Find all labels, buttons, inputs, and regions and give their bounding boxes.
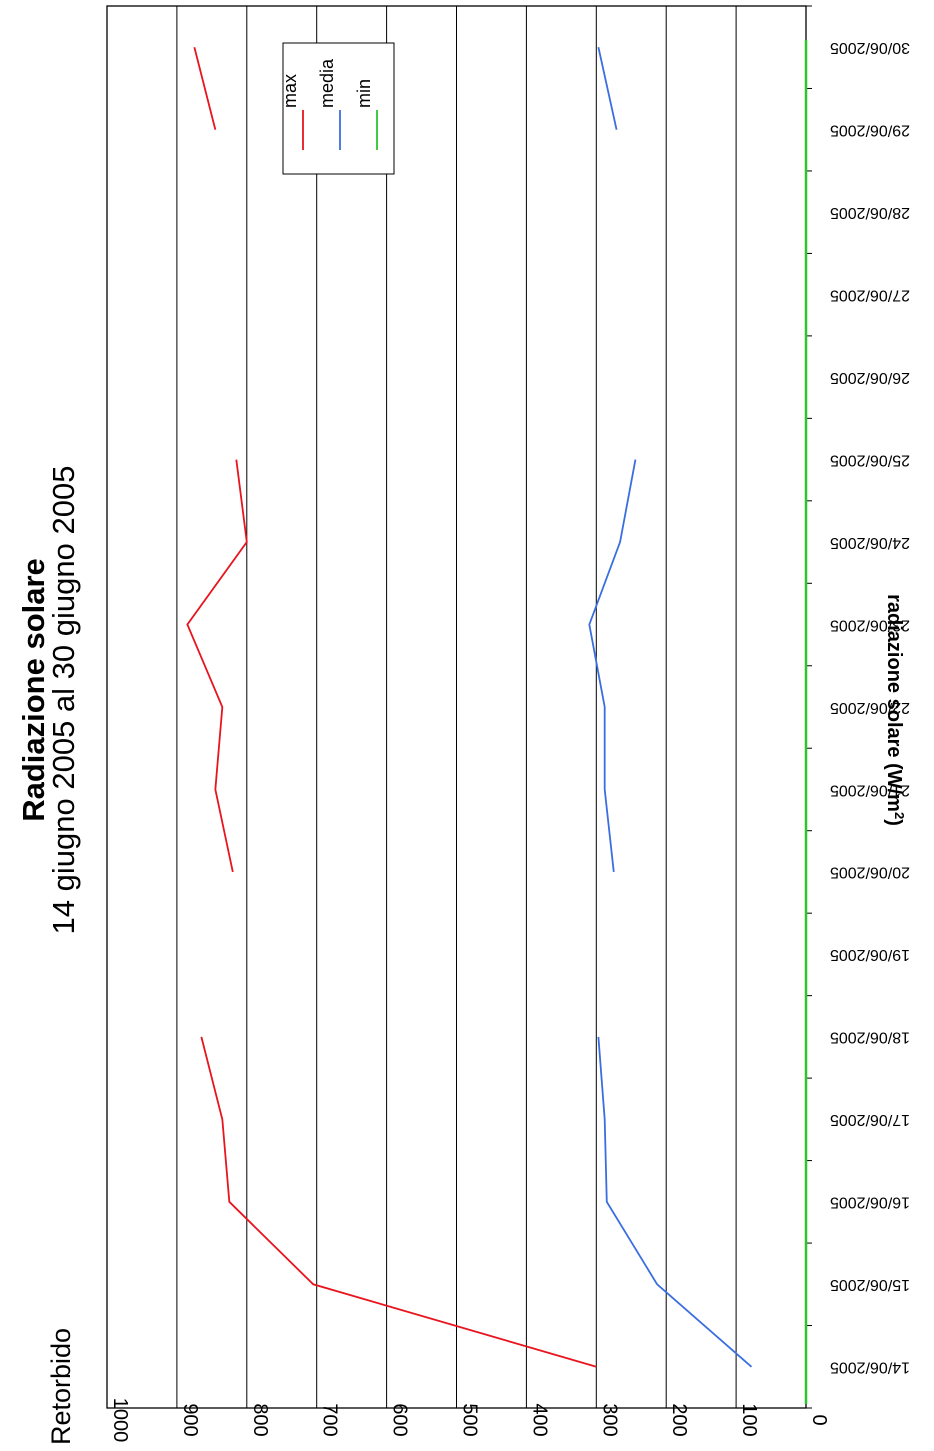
series-line-max bbox=[186, 459, 248, 873]
series-line-max bbox=[193, 47, 217, 130]
series-lines bbox=[186, 40, 808, 1404]
y-tick-label: 500 bbox=[459, 1403, 481, 1436]
series-line-media bbox=[597, 1036, 753, 1368]
y-tick-label: 0 bbox=[808, 1414, 830, 1425]
y-tick-label: 600 bbox=[389, 1403, 411, 1436]
x-tick-label: 22/06/2005 bbox=[830, 699, 910, 716]
series-line-max bbox=[200, 1036, 597, 1368]
y-tick-label: 300 bbox=[598, 1403, 620, 1436]
gridlines bbox=[176, 6, 737, 1408]
y-tick-label: 400 bbox=[528, 1403, 550, 1436]
y-axis-title: radiazione solare (W/m2) bbox=[883, 594, 907, 826]
x-tick-label: 14/06/2005 bbox=[830, 1359, 910, 1376]
y-tick-label: 700 bbox=[319, 1403, 341, 1436]
series-max bbox=[186, 47, 597, 1368]
x-tick-label: 27/06/2005 bbox=[830, 286, 910, 303]
x-tick-label: 26/06/2005 bbox=[830, 369, 910, 386]
x-tick-label: 21/06/2005 bbox=[830, 781, 910, 798]
x-tick-label: 25/06/2005 bbox=[830, 451, 910, 468]
x-tick-label: 23/06/2005 bbox=[830, 616, 910, 633]
legend: max media min bbox=[280, 42, 395, 175]
y-tick-labels: 0 100 200 300 400 500 600 700 800 900 1000 bbox=[109, 1398, 830, 1443]
x-tick-label: 28/06/2005 bbox=[830, 204, 910, 221]
plot-area bbox=[106, 5, 812, 1409]
x-tick-labels: 14/06/2005 15/06/2005 16/06/2005 17/06/2005… bbox=[830, 39, 910, 1376]
x-tick-label: 24/06/2005 bbox=[830, 534, 910, 551]
y-tick-label: 900 bbox=[179, 1403, 201, 1436]
series-media bbox=[588, 47, 753, 1368]
x-tick-label: 15/06/2005 bbox=[830, 1276, 910, 1293]
x-tick-label: 17/06/2005 bbox=[830, 1111, 910, 1128]
x-tick-label: 29/06/2005 bbox=[830, 121, 910, 138]
x-tick-label: 18/06/2005 bbox=[830, 1029, 910, 1046]
chart-subtitle: 14 giugno 2005 al 30 giugno 2005 bbox=[46, 466, 81, 935]
series-line-media bbox=[588, 459, 637, 873]
x-tick-label: 20/06/2005 bbox=[830, 864, 910, 881]
station-label: Retorbido bbox=[46, 1328, 76, 1445]
legend-items: max media min bbox=[280, 58, 378, 150]
y-tick-label: 800 bbox=[249, 1403, 271, 1436]
x-tick-label: 16/06/2005 bbox=[830, 1194, 910, 1211]
series-line-media bbox=[597, 47, 618, 130]
legend-label-media: media bbox=[317, 58, 337, 108]
x-tick-label: 30/06/2005 bbox=[830, 39, 910, 56]
legend-label-max: max bbox=[280, 74, 300, 108]
legend-label-min: min bbox=[354, 79, 374, 108]
x-tick-label: 19/06/2005 bbox=[830, 946, 910, 963]
y-tick-label: 100 bbox=[738, 1403, 760, 1436]
legend-box bbox=[282, 42, 395, 175]
chart-title: Radiazione solare bbox=[16, 558, 51, 822]
y-tick-label: 200 bbox=[668, 1403, 690, 1436]
y-tick-label: 1000 bbox=[109, 1398, 131, 1443]
